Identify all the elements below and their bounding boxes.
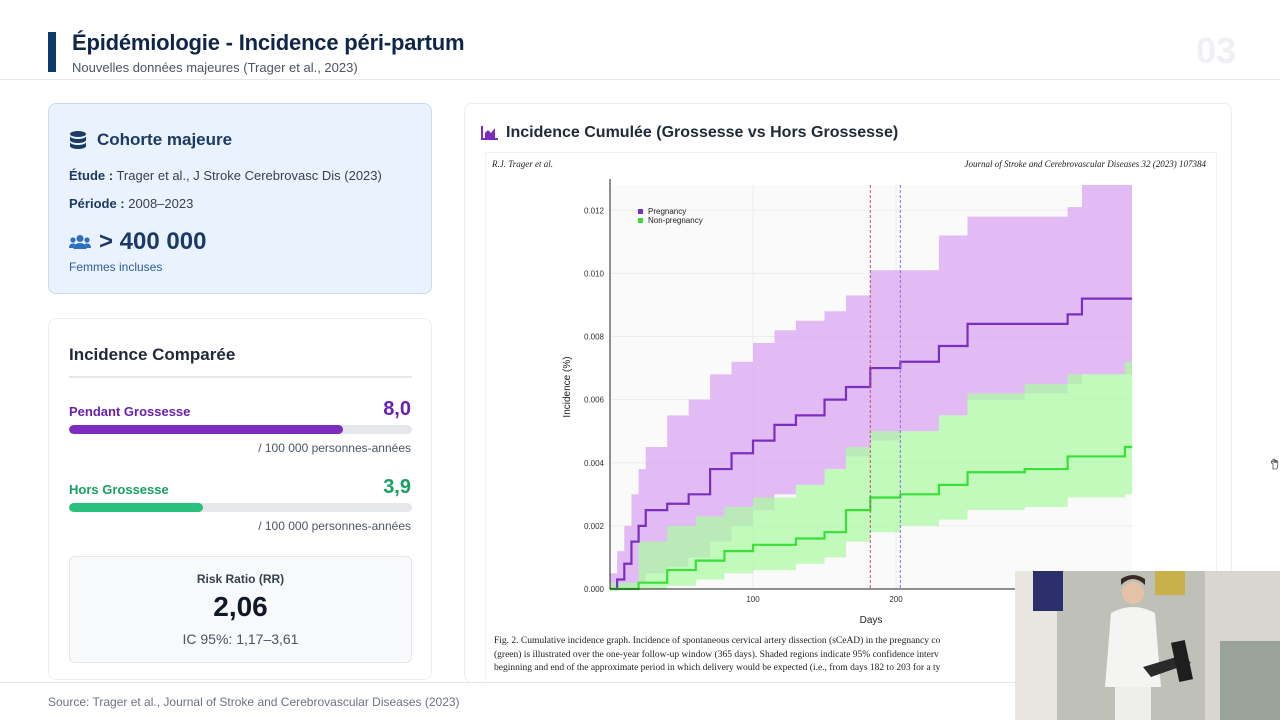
database-icon [70,131,86,149]
caption-line: (green) is illustrated over the one-year… [494,649,939,660]
risk-ratio-ci: IC 95%: 1,17–3,61 [182,631,299,647]
cohort-card-title: Cohorte majeure [69,130,232,150]
y-tick-label: 0.002 [584,522,605,531]
header-accent-bar [48,32,56,72]
pregnancy-bar-track [69,425,412,434]
y-tick-label: 0.012 [584,206,605,215]
area-chart-icon [481,126,498,140]
y-tick-label: 0.000 [584,585,605,594]
x-axis-title: Days [860,615,883,626]
incidence-card-title: Incidence Comparée [69,345,236,364]
x-tick-label: 100 [746,595,760,604]
risk-ratio-box: Risk Ratio (RR) 2,06 IC 95%: 1,17–3,61 [69,556,412,663]
cohort-count-label: Femmes incluses [69,260,163,274]
caption-line: beginning and end of the approximate per… [494,663,941,673]
risk-ratio-label: Risk Ratio (RR) [196,572,285,586]
slide-header: Épidémiologie - Incidence péri-partum No… [0,0,1280,80]
page-subtitle: Nouvelles données majeures (Trager et al… [72,60,358,75]
incidence-card: Incidence Comparée Pendant Grossesse 8,0… [48,318,432,680]
chart-card-title: Incidence Cumulée (Grossesse vs Hors Gro… [481,124,898,142]
pregnancy-value: 8,0 [383,398,411,420]
cohort-count: > 400 000 [69,228,206,256]
y-tick-label: 0.006 [584,396,605,405]
period-row: Période : 2008–2023 [69,196,193,211]
paper-author: R.J. Trager et al. [492,159,553,169]
study-label: Étude : [69,168,114,183]
presenter-video [1015,571,1280,720]
non-pregnancy-bar-fill [69,503,203,512]
caption-line: Fig. 2. Cumulative incidence graph. Inci… [494,636,941,646]
series-line [610,297,1132,591]
non-pregnancy-bar-track [69,503,412,512]
cohort-card: Cohorte majeure Étude : Trager et al., J… [48,103,432,294]
slide-number: 03 [1195,30,1236,71]
study-row: Étude : Trager et al., J Stroke Cerebrov… [69,168,382,183]
incidence-divider [69,376,412,378]
confidence-band [610,361,1132,589]
legend-label: Non-pregnancy [648,216,703,225]
pregnancy-label: Pendant Grossesse [69,404,191,419]
figure-caption: Fig. 2. Cumulative incidence graph. Inci… [494,635,1210,676]
y-axis-title: Incidence (%) [562,356,573,417]
non-pregnancy-value: 3,9 [383,476,411,498]
x-tick-label: 200 [889,595,903,604]
pregnancy-bar-fill [69,425,344,434]
legend-swatch [638,218,643,223]
webcam-overlay [1015,571,1280,720]
period-label: Période : [69,196,125,211]
y-tick-label: 0.008 [584,333,605,342]
paper-journal: Journal of Stroke and Cerebrovascular Di… [964,159,1206,169]
users-icon [69,235,91,249]
y-tick-label: 0.010 [584,269,605,278]
study-value: Trager et al., J Stroke Cerebrovasc Dis … [116,168,382,183]
legend-swatch [638,209,643,214]
series-line [610,445,1132,591]
pregnancy-unit: / 100 000 personnes-années [258,441,411,455]
incidence-chart: 0.000 0.002 0.004 0.006 0.008 0.010 0.012 100 20… [562,179,1132,626]
source-citation: Source: Trager et al., Journal of Stroke… [48,695,460,709]
page-title: Épidémiologie - Incidence péri-partum [72,30,465,55]
period-value: 2008–2023 [128,196,194,211]
cohort-title-text: Cohorte majeure [97,130,233,149]
hand-cursor-icon [1271,458,1279,470]
chart-card-title-text: Incidence Cumulée (Grossesse vs Hors Gro… [506,124,899,141]
non-pregnancy-label: Hors Grossesse [69,482,169,497]
legend-label: Pregnancy [648,207,686,216]
y-tick-label: 0.004 [584,459,605,468]
cohort-count-value: > 400 000 [99,228,207,255]
risk-ratio-value: 2,06 [213,591,268,622]
non-pregnancy-unit: / 100 000 personnes-années [258,519,411,533]
